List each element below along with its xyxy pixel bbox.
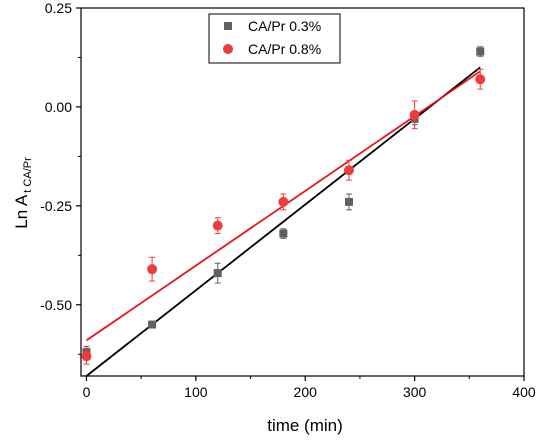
legend-label-series-1: CA/Pr 0.3% <box>248 18 321 34</box>
legend-label-series-2: CA/Pr 0.8% <box>248 41 321 57</box>
x-tick-label-2: 200 <box>294 384 318 400</box>
legend-marker-series-2 <box>223 44 233 54</box>
data-point-series-2 <box>278 196 289 207</box>
data-points <box>81 46 486 365</box>
x-tick-label-0: 0 <box>83 384 91 400</box>
data-point-series-2 <box>81 351 92 362</box>
data-point-series-2 <box>212 220 223 231</box>
y-axis-title-sub: t CA/Pr <box>22 157 34 193</box>
y-tick-label-0: 0.25 <box>45 0 72 16</box>
y-axis: 0.25 0.00 -0.25 -0.50 <box>40 0 81 355</box>
y-tick-label-3: -0.50 <box>40 297 72 313</box>
y-tick-label-2: -0.25 <box>40 198 72 214</box>
x-tick-label-1: 100 <box>184 384 208 400</box>
legend: CA/Pr 0.3% CA/Pr 0.8% <box>208 13 341 64</box>
data-point-series-2 <box>475 74 486 85</box>
data-point-series-2 <box>409 109 420 120</box>
fit-lines <box>85 66 481 377</box>
x-tick-label-4: 400 <box>512 384 536 400</box>
data-point-series-2 <box>147 264 158 275</box>
fit-line-series-1 <box>85 66 481 377</box>
data-point-series-1 <box>213 269 222 278</box>
y-axis-title: Ln At CA/Pr <box>12 157 34 229</box>
data-point-series-1 <box>476 47 485 56</box>
data-point-series-1 <box>148 320 157 329</box>
data-point-series-1 <box>344 197 353 206</box>
y-tick-label-1: 0.00 <box>45 99 72 115</box>
x-axis-title: time (min) <box>267 416 343 435</box>
legend-marker-series-1 <box>224 22 232 30</box>
x-tick-label-3: 300 <box>403 384 427 400</box>
data-point-series-1 <box>279 229 288 238</box>
plot-frame <box>80 7 525 377</box>
x-axis: 0 100 200 300 400 <box>83 376 536 400</box>
data-point-series-2 <box>343 165 354 176</box>
y-axis-title-main: Ln A <box>12 194 31 229</box>
